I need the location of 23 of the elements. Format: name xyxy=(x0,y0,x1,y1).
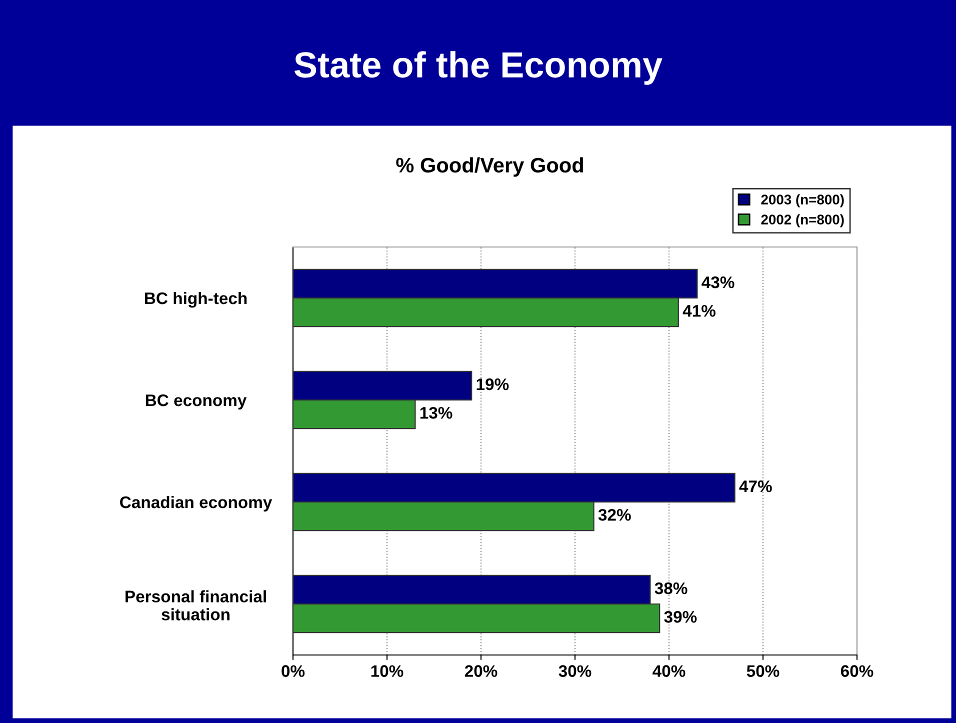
data-label: 39% xyxy=(664,610,697,623)
y-tick-label: Personal financial situation xyxy=(126,590,266,620)
x-tick-label: 60% xyxy=(840,665,874,677)
y-tick-label: Canadian economy xyxy=(120,496,272,512)
x-tick-label: 10% xyxy=(371,665,404,677)
y-tick-label: BC high-tech xyxy=(145,292,247,308)
data-label: 38% xyxy=(654,582,688,594)
x-tick-label: 20% xyxy=(464,665,498,677)
y-tick-label: BC economy xyxy=(146,394,247,410)
data-label: 41% xyxy=(682,304,716,317)
chart-subtitle: % Good/Very Good xyxy=(396,157,583,177)
data-label: 13% xyxy=(420,406,452,419)
legend-label: 2003 (n=800) xyxy=(761,194,844,208)
data-label: 43% xyxy=(702,276,734,288)
x-tick-label: 30% xyxy=(558,665,592,677)
x-tick-label: 40% xyxy=(652,665,686,677)
chart-title: State of the Economy xyxy=(294,51,662,85)
legend-label: 2002 (n=800) xyxy=(761,214,844,228)
x-tick-label: 50% xyxy=(746,665,780,677)
data-label: 19% xyxy=(476,378,509,390)
x-tick-label: 0% xyxy=(282,665,305,677)
data-label: 32% xyxy=(598,508,631,521)
data-label: 47% xyxy=(739,480,772,492)
